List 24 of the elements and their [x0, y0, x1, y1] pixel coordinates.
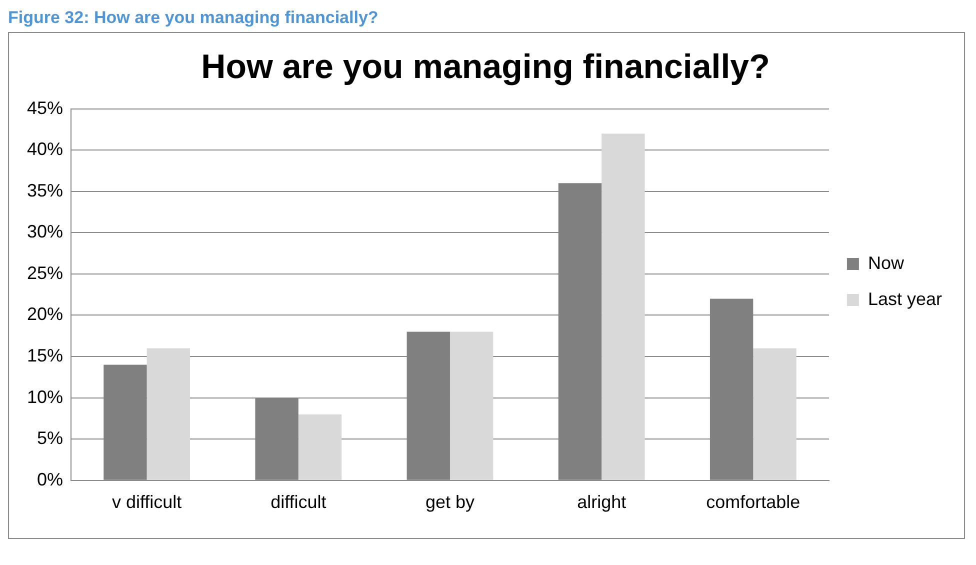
y-tick-label: 15% — [26, 346, 64, 366]
x-tick-label: get by — [425, 492, 475, 512]
x-tick-label: comfortable — [706, 492, 800, 512]
legend-label: Last year — [868, 288, 942, 309]
x-tick-label: alright — [577, 492, 626, 512]
x-tick-label: difficult — [270, 492, 326, 512]
y-tick-label: 30% — [26, 222, 64, 242]
caption: Figure 32: How are you managing financially? — [8, 8, 380, 28]
y-tick-label: 45% — [26, 98, 64, 118]
y-tick-label: 20% — [26, 304, 64, 324]
y-tick-label: 0% — [37, 469, 64, 490]
legend-label: Now — [868, 252, 905, 273]
bar — [602, 134, 645, 480]
x-tick-label: v difficult — [112, 492, 182, 512]
y-tick-label: 25% — [26, 262, 64, 283]
chart-title: How are you managing financially? — [201, 48, 770, 86]
y-tick-label: 5% — [37, 428, 64, 448]
bar — [298, 414, 342, 480]
y-tick-label: 10% — [26, 386, 64, 407]
y-tick-label: 35% — [26, 180, 64, 200]
bar — [753, 348, 796, 480]
bar — [146, 348, 190, 480]
bar — [450, 332, 494, 480]
y-tick-label: 40% — [26, 139, 64, 160]
